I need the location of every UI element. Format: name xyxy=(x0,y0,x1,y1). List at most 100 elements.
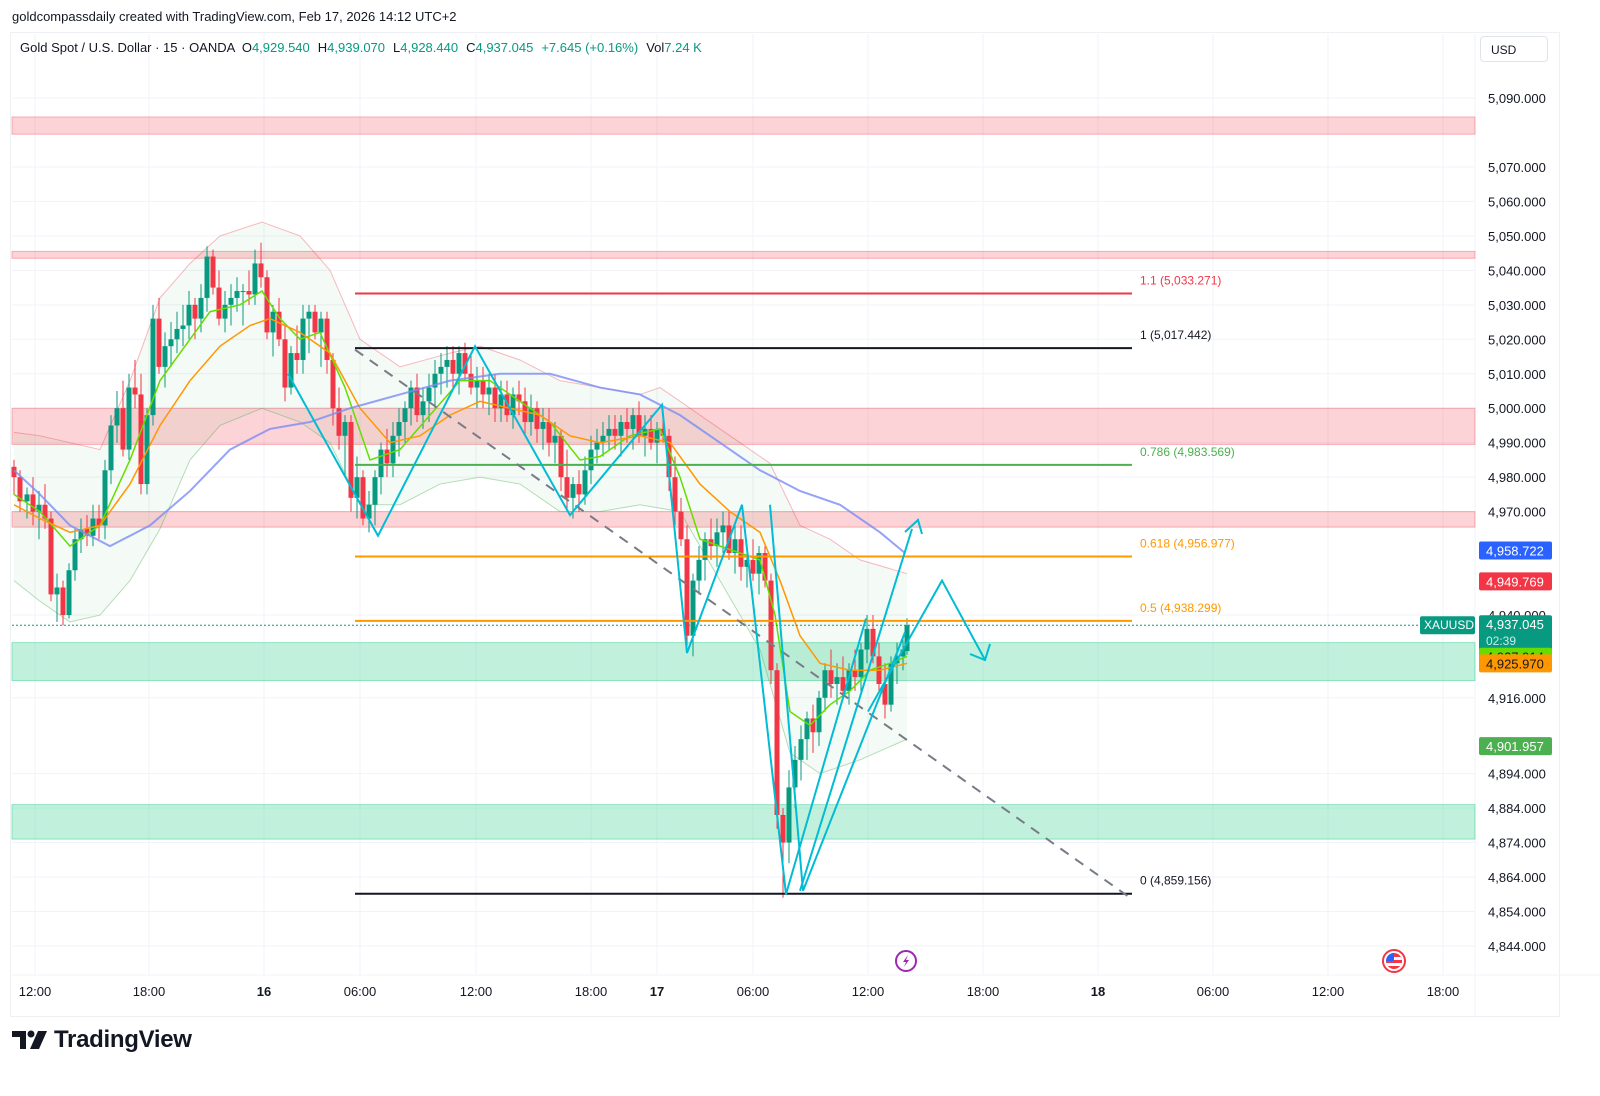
candle-body xyxy=(684,539,690,636)
change-value: +7.645 (+0.16%) xyxy=(541,40,639,55)
candle-body xyxy=(588,449,594,471)
candle-body xyxy=(732,539,738,554)
candle-body xyxy=(36,504,42,512)
price-axis[interactable]: 5,090.000 5,070.000 5,060.000 5,050.000 5,04… xyxy=(1420,91,1552,954)
candle-body xyxy=(156,318,162,367)
high-value: 4,939.070 xyxy=(327,40,386,55)
fibonacci-retracement[interactable]: 1.1 (5,033.271) 1 (5,017.442) 0.786 (4,983… xyxy=(355,274,1235,895)
low-label: L xyxy=(393,40,401,55)
candle-body xyxy=(480,380,486,395)
high-label: H xyxy=(317,40,328,55)
candle-body xyxy=(66,570,72,616)
candle-body xyxy=(570,484,576,498)
candle-body xyxy=(420,401,426,416)
price-tick: 4,980.000 xyxy=(1488,470,1546,485)
candle-body xyxy=(102,470,108,526)
close-label: C xyxy=(466,40,476,55)
arrow-head-up xyxy=(904,518,923,535)
symbol-title[interactable]: Gold Spot / U.S. Dollar · 15 · OANDA xyxy=(20,40,235,55)
tradingview-logo[interactable]: TradingView xyxy=(12,1026,192,1054)
candle-body xyxy=(744,559,750,567)
time-axis[interactable]: 12:00 18:00 16 06:00 12:00 18:00 17 06:00 12:00 1… xyxy=(19,984,1460,999)
candle-body xyxy=(666,435,672,478)
open-value: 4,929.540 xyxy=(251,40,310,55)
lower-band-price-label-text: 4,901.957 xyxy=(1486,739,1544,754)
tradingview-brand: TradingView xyxy=(54,1026,192,1053)
currency-button[interactable]: USD xyxy=(1480,36,1548,62)
candle-body xyxy=(192,304,198,319)
candle-body xyxy=(78,528,84,540)
candle-body xyxy=(540,422,546,429)
candle-body xyxy=(528,408,534,423)
candle-body xyxy=(600,435,606,443)
time-tick: 06:00 xyxy=(1197,984,1230,999)
price-tick: 4,970.000 xyxy=(1488,505,1546,520)
grid-lines xyxy=(12,34,1600,1016)
us-flag-event-icon[interactable] xyxy=(1382,949,1406,973)
time-tick: 06:00 xyxy=(344,984,377,999)
zigzag-pattern-drawing[interactable] xyxy=(287,344,1131,899)
candle-body xyxy=(360,477,366,519)
candle-body xyxy=(336,408,342,436)
resistance-zone xyxy=(11,250,1476,259)
candle-body xyxy=(576,484,582,495)
time-tick: 18:00 xyxy=(967,984,1000,999)
price-tick: 4,874.000 xyxy=(1488,836,1546,851)
candle-body xyxy=(450,359,456,374)
candle-body xyxy=(654,428,660,443)
time-tick: 12:00 xyxy=(1312,984,1345,999)
time-tick: 17 xyxy=(650,984,664,999)
candle-body xyxy=(330,359,336,409)
candle-body xyxy=(426,387,432,402)
candle-body xyxy=(606,428,612,436)
upper-band-price-label-text: 4,949.769 xyxy=(1486,574,1544,589)
candle-body xyxy=(384,449,390,464)
candle-body xyxy=(900,649,906,657)
candle-body xyxy=(120,408,126,450)
candle-body xyxy=(558,435,564,478)
price-tick: 5,010.000 xyxy=(1488,367,1546,382)
candle-body xyxy=(198,297,204,319)
candle-body xyxy=(720,525,726,533)
candle-body xyxy=(186,304,192,326)
candle-body xyxy=(840,677,846,691)
candle-body xyxy=(246,291,252,295)
candle-body xyxy=(216,287,222,319)
dashed-trendline xyxy=(354,348,1131,899)
candle-body xyxy=(378,449,384,478)
price-tick: 5,020.000 xyxy=(1488,332,1546,347)
support-resistance-zones xyxy=(11,116,1476,840)
candle-body xyxy=(792,759,798,788)
candle-body xyxy=(888,663,894,705)
price-tick: 5,040.000 xyxy=(1488,263,1546,278)
event-icons[interactable] xyxy=(895,949,1406,973)
candle-body xyxy=(474,380,480,388)
candle-body xyxy=(702,539,708,560)
price-tick: 4,884.000 xyxy=(1488,801,1546,816)
candle-body xyxy=(396,422,402,436)
candle-body xyxy=(150,318,156,416)
ma-long-price-label xyxy=(1479,541,1552,560)
symbol-tag xyxy=(1420,616,1475,635)
candle-body xyxy=(96,518,102,526)
lightning-event-icon[interactable] xyxy=(895,950,917,972)
close-value: 4,937.045 xyxy=(475,40,534,55)
candle-body xyxy=(282,339,288,388)
candle-body xyxy=(624,422,630,429)
candle-body xyxy=(594,442,600,450)
volume-label: Vol xyxy=(646,40,665,55)
candle-body xyxy=(204,256,210,298)
wedge-line xyxy=(769,504,804,891)
tradingview-logo-icon xyxy=(12,1030,47,1049)
candle-body xyxy=(402,408,408,423)
candle-body xyxy=(240,291,246,293)
time-tick: 18 xyxy=(1091,984,1105,999)
candle-body xyxy=(366,504,372,519)
candle-body xyxy=(60,587,66,616)
candle-body xyxy=(114,408,120,426)
support-zone xyxy=(11,804,1476,840)
chart-pane[interactable] xyxy=(10,32,1560,1017)
candle-body xyxy=(798,739,804,760)
candle-body xyxy=(414,387,420,416)
